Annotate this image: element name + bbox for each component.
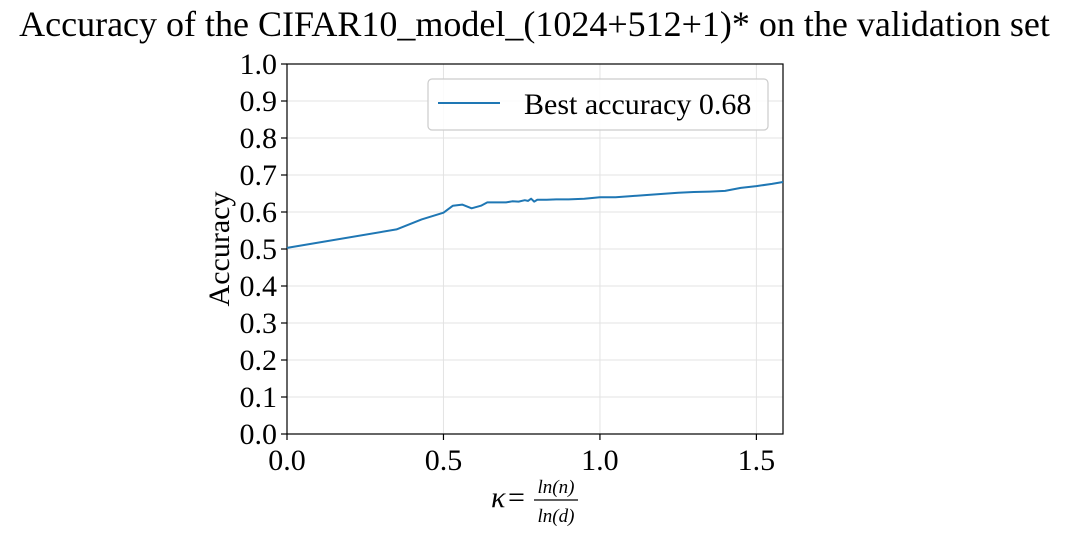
- y-tick-label: 0.8: [240, 122, 278, 155]
- x-axis-label-equals: =: [508, 481, 525, 514]
- y-tick-label: 0.6: [240, 196, 278, 229]
- x-axis-label-denominator: ln(d): [538, 506, 575, 527]
- x-tick-label: 0.5: [425, 444, 463, 477]
- chart-title: Accuracy of the CIFAR10_model_(1024+512+…: [19, 4, 1050, 44]
- legend-box: [427, 78, 769, 131]
- x-axis-label: κ = ln(n) ln(d): [491, 477, 578, 527]
- y-tick-label: 0.0: [240, 418, 278, 451]
- x-tick-label: 1.0: [581, 444, 619, 477]
- y-tick-label: 0.4: [240, 270, 278, 303]
- x-tick-label: 0.0: [268, 444, 306, 477]
- y-tick-label: 0.9: [240, 85, 278, 118]
- y-axis-label: Accuracy: [203, 192, 236, 307]
- ticks: 0.0 0.1 0.2 0.3 0.4 0.5 0.6 0.7 0.8 0.9 1.0 0.0 0.5 1…: [240, 48, 776, 477]
- y-tick-label: 0.2: [240, 344, 278, 377]
- y-tick-label: 0.1: [240, 381, 278, 414]
- legend: Best accuracy 0.68: [427, 78, 769, 131]
- legend-label: Best accuracy 0.68: [524, 88, 751, 121]
- x-axis-label-kappa: κ: [491, 481, 506, 514]
- series-line-best-accuracy: [286, 181, 784, 249]
- x-axis-label-numerator: ln(n): [538, 477, 575, 498]
- y-tick-label: 0.5: [240, 233, 278, 266]
- y-tick-label: 1.0: [240, 48, 278, 81]
- x-tick-label: 1.5: [738, 444, 776, 477]
- y-tick-label: 0.3: [240, 307, 278, 340]
- y-tick-label: 0.7: [240, 159, 278, 192]
